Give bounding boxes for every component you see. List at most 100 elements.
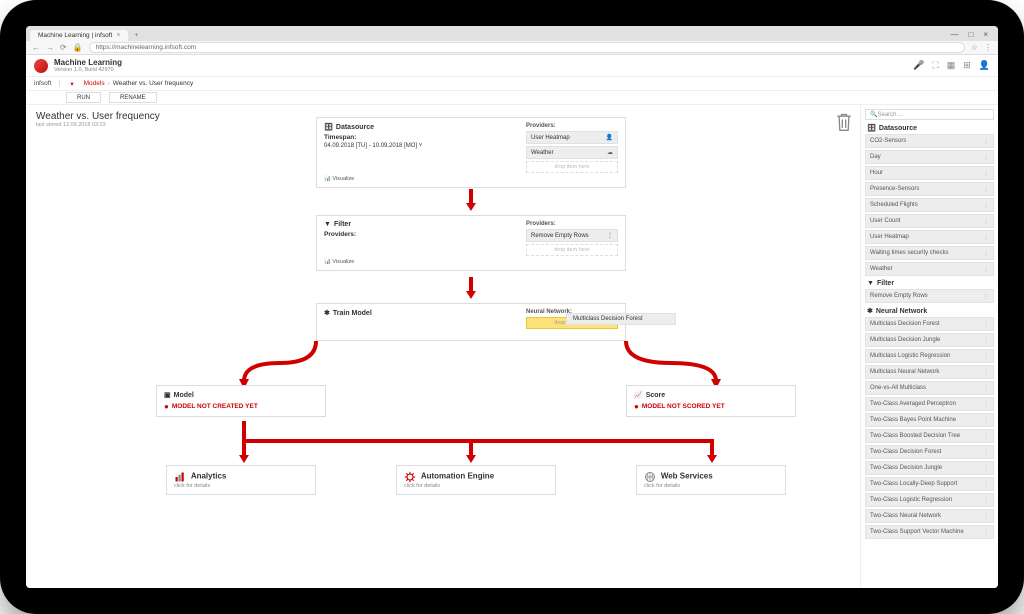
score-title: 📈 Score — [634, 391, 788, 399]
visualize-link[interactable]: 📊 Visualize — [324, 176, 618, 182]
breadcrumb-root[interactable]: infsoft — [34, 80, 60, 87]
palette-item[interactable]: Presence-Sensors⋮ — [865, 182, 994, 196]
fullscreen-icon[interactable]: ⛶ — [932, 60, 938, 71]
drag-handle-icon: ⋮ — [983, 266, 989, 273]
url-field[interactable]: https://machinelearning.infsoft.com — [89, 42, 965, 53]
palette-item[interactable]: Two-Class Decision Forest⋮ — [865, 445, 994, 459]
breadcrumb-separator: › — [108, 80, 110, 87]
palette-item[interactable]: Weather⋮ — [865, 262, 994, 276]
drag-handle-icon: ⋮ — [983, 154, 989, 161]
grid-icon[interactable]: ▦ — [947, 60, 956, 71]
drag-handle-icon: ⋮ — [983, 513, 989, 520]
drag-handle-icon: ⋮ — [983, 401, 989, 408]
close-tab-icon[interactable]: × — [116, 32, 120, 39]
apps-icon[interactable]: ⊞ — [963, 60, 971, 71]
webservices-sub: click for details — [644, 483, 778, 489]
palette-item[interactable]: Remove Empty Rows⋮ — [865, 289, 994, 303]
palette-item[interactable]: CO2-Sensors⋮ — [865, 134, 994, 148]
providers-label: Providers: — [324, 231, 516, 238]
visualize-link[interactable]: 📊 Visualize — [324, 259, 618, 265]
mic-icon[interactable]: 🎤 — [913, 60, 924, 71]
timespan-value[interactable]: 04.09.2018 [TU] - 10.09.2018 [MO] ˅ — [324, 143, 516, 149]
app-title: Machine Learning — [54, 58, 122, 67]
drag-handle-icon: ⋮ — [983, 497, 989, 504]
search-input[interactable]: 🔍 Search ... — [865, 109, 994, 120]
network-icon: ✱ — [324, 309, 330, 317]
palette-item[interactable]: Two-Class Logistic Regression⋮ — [865, 493, 994, 507]
drag-handle-icon: ⋮ — [983, 481, 989, 488]
provider-chip[interactable]: User Heatmap👤 — [526, 131, 618, 144]
drag-handle-icon: ⋮ — [983, 465, 989, 472]
section-icon: ▼ — [867, 280, 874, 287]
palette-item[interactable]: Hour⋮ — [865, 166, 994, 180]
webservices-node[interactable]: Web Services click for details — [636, 465, 786, 495]
chip-icon: 👤 — [606, 134, 613, 141]
palette-item[interactable]: Two-Class Bayes Point Machine⋮ — [865, 413, 994, 427]
drop-zone[interactable]: drop item here — [526, 161, 618, 173]
browser-tab[interactable]: Machine Learning | infsoft × — [30, 30, 128, 41]
train-node-title: ✱ Train Model — [324, 309, 516, 317]
palette-item[interactable]: Two-Class Support Vector Machine⋮ — [865, 525, 994, 539]
analytics-sub: click for details — [174, 483, 308, 489]
run-button[interactable]: RUN — [66, 92, 101, 103]
user-icon[interactable]: 👤 — [979, 60, 990, 71]
drag-handle-icon: ⋮ — [983, 321, 989, 328]
palette-item[interactable]: User Count⋮ — [865, 214, 994, 228]
model-warning: MODEL NOT CREATED YET — [164, 402, 318, 411]
palette-item[interactable]: Multiclass Decision Jungle⋮ — [865, 333, 994, 347]
palette-item[interactable]: Multiclass Decision Forest⋮ — [865, 317, 994, 331]
forward-icon[interactable]: → — [46, 43, 54, 52]
breadcrumb-models[interactable]: Models — [84, 80, 105, 87]
analytics-icon — [174, 471, 186, 483]
timespan-label: Timespan: — [324, 134, 516, 141]
palette-item[interactable]: Two-Class Averaged Perceptron⋮ — [865, 397, 994, 411]
automation-node[interactable]: Automation Engine click for details — [396, 465, 556, 495]
window-maximize-icon[interactable]: □ — [968, 30, 973, 39]
automation-title: Automation Engine — [421, 472, 494, 481]
drag-handle-icon: ⋮ — [983, 337, 989, 344]
dragging-nn-chip[interactable]: Multiclass Decision Forest — [566, 313, 676, 325]
window-close-icon[interactable]: × — [983, 30, 988, 39]
filter-chip[interactable]: Remove Empty Rows⋮ — [526, 229, 618, 242]
providers-label: Providers: — [526, 221, 618, 227]
back-icon[interactable]: ← — [32, 43, 40, 52]
globe-icon — [644, 471, 656, 483]
reload-icon[interactable]: ⟳ — [60, 43, 67, 52]
section-icon: ✱ — [867, 307, 873, 315]
palette-item[interactable]: Waiting times security checks⋮ — [865, 246, 994, 260]
filter-node[interactable]: ▼ Filter Providers: Providers: Remove Em… — [316, 215, 626, 271]
palette-item[interactable]: Two-Class Boosted Decision Tree⋮ — [865, 429, 994, 443]
window-minimize-icon[interactable]: — — [950, 30, 958, 39]
chart-icon: 📈 — [634, 391, 643, 399]
palette-item[interactable]: Day⋮ — [865, 150, 994, 164]
palette-item[interactable]: Two-Class Locally-Deep Support⋮ — [865, 477, 994, 491]
star-icon[interactable]: ☆ — [971, 43, 978, 52]
filter-icon: ▼ — [324, 221, 331, 228]
palette-item[interactable]: Multiclass Logistic Regression⋮ — [865, 349, 994, 363]
new-tab-button[interactable]: + — [128, 30, 144, 41]
model-result-node[interactable]: ▣ Model MODEL NOT CREATED YET — [156, 385, 326, 417]
action-bar: RUN RENAME — [26, 91, 998, 105]
score-warning: MODEL NOT SCORED YET — [634, 402, 788, 411]
palette-item[interactable]: Multiclass Neural Network⋮ — [865, 365, 994, 379]
chip-icon: ☁ — [607, 149, 613, 156]
tab-title: Machine Learning | infsoft — [38, 32, 112, 39]
drag-handle-icon: ⋮ — [983, 293, 989, 300]
drag-handle-icon: ⋮ — [983, 234, 989, 241]
workflow-canvas[interactable]: Weather vs. User frequency last stored 1… — [26, 105, 860, 588]
drag-handle-icon: ⋮ — [983, 186, 989, 193]
drag-handle-icon: ⋮ — [983, 353, 989, 360]
palette-item[interactable]: User Heatmap⋮ — [865, 230, 994, 244]
trash-icon[interactable] — [834, 111, 854, 135]
menu-icon[interactable]: ⋮ — [984, 43, 992, 52]
provider-chip[interactable]: Weather☁ — [526, 146, 618, 159]
palette-item[interactable]: Scheduled Flights⋮ — [865, 198, 994, 212]
palette-item[interactable]: Two-Class Neural Network⋮ — [865, 509, 994, 523]
datasource-node[interactable]: 🗄 Datasource Timespan: 04.09.2018 [TU] -… — [316, 117, 626, 188]
analytics-node[interactable]: Analytics click for details — [166, 465, 316, 495]
score-node[interactable]: 📈 Score MODEL NOT SCORED YET — [626, 385, 796, 417]
drop-zone[interactable]: drop item here — [526, 244, 618, 256]
palette-item[interactable]: Two-Class Decision Jungle⋮ — [865, 461, 994, 475]
palette-item[interactable]: One-vs-All Multiclass⋮ — [865, 381, 994, 395]
rename-button[interactable]: RENAME — [109, 92, 157, 103]
